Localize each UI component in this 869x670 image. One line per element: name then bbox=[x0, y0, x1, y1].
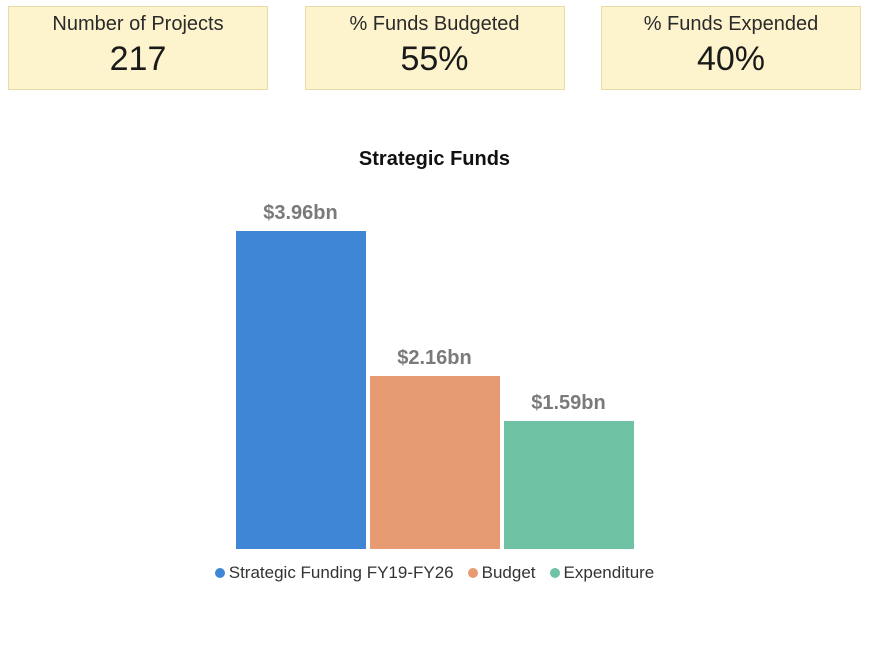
legend-dot-icon bbox=[550, 568, 560, 578]
chart-bar-rect bbox=[504, 421, 634, 549]
kpi-card-budgeted: % Funds Budgeted 55% bbox=[305, 6, 565, 90]
chart-plot-area: $3.96bn $2.16bn $1.59bn bbox=[236, 189, 634, 549]
legend-label: Expenditure bbox=[564, 563, 655, 583]
chart-bar-value-label: $2.16bn bbox=[397, 347, 471, 370]
chart-legend: Strategic Funding FY19-FY26 Budget Expendi… bbox=[215, 563, 655, 583]
chart-bar: $2.16bn bbox=[370, 189, 500, 549]
chart-bar-rect bbox=[370, 376, 500, 549]
chart-bar-value-label: $3.96bn bbox=[263, 202, 337, 225]
kpi-card-value: 55% bbox=[310, 40, 560, 79]
kpi-cards-row: Number of Projects 217 % Funds Budgeted … bbox=[0, 0, 869, 90]
legend-label: Strategic Funding FY19-FY26 bbox=[229, 563, 454, 583]
kpi-card-title: Number of Projects bbox=[13, 13, 263, 36]
legend-item: Expenditure bbox=[550, 563, 655, 583]
chart-bar: $3.96bn bbox=[236, 189, 366, 549]
legend-item: Strategic Funding FY19-FY26 bbox=[215, 563, 454, 583]
kpi-card-expended: % Funds Expended 40% bbox=[601, 6, 861, 90]
kpi-card-value: 40% bbox=[606, 40, 856, 79]
chart-bar-value-label: $1.59bn bbox=[531, 392, 605, 415]
chart-bar: $1.59bn bbox=[504, 189, 634, 549]
legend-dot-icon bbox=[468, 568, 478, 578]
legend-dot-icon bbox=[215, 568, 225, 578]
kpi-card-projects: Number of Projects 217 bbox=[8, 6, 268, 90]
kpi-card-title: % Funds Budgeted bbox=[310, 13, 560, 36]
chart-bar-rect bbox=[236, 231, 366, 549]
legend-item: Budget bbox=[468, 563, 536, 583]
legend-label: Budget bbox=[482, 563, 536, 583]
kpi-card-value: 217 bbox=[13, 40, 263, 79]
kpi-card-title: % Funds Expended bbox=[606, 13, 856, 36]
strategic-funds-chart: Strategic Funds $3.96bn $2.16bn $1.59bn St… bbox=[0, 148, 869, 583]
chart-title: Strategic Funds bbox=[359, 148, 510, 171]
